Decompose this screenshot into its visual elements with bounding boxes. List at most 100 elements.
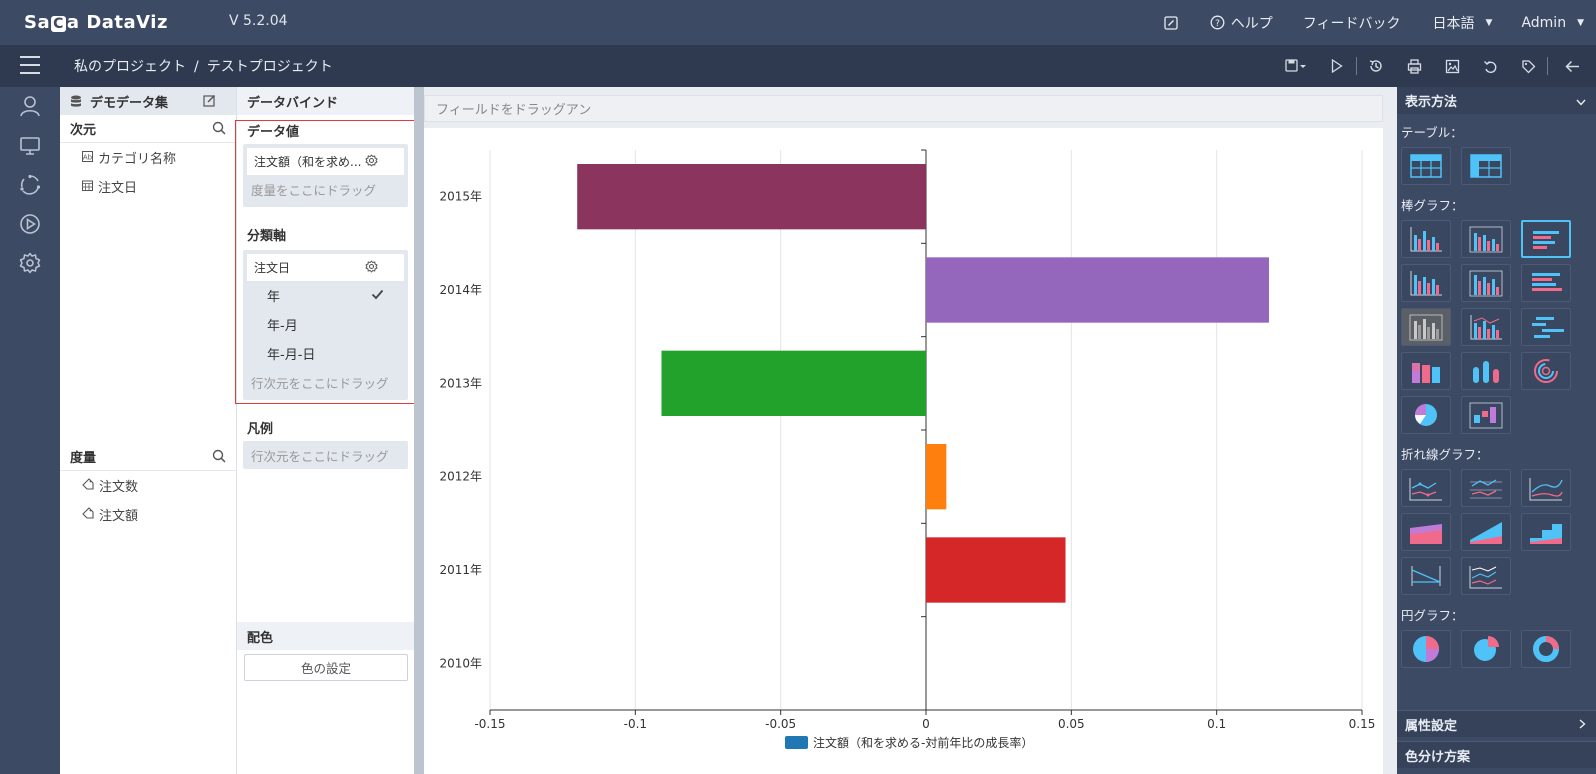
- refresh-cycle-icon[interactable]: [19, 174, 41, 196]
- user-icon[interactable]: [19, 95, 41, 117]
- image-icon[interactable]: [1433, 45, 1471, 87]
- horizontal-bar-chart-icon[interactable]: [1521, 220, 1571, 258]
- attributes-settings-header[interactable]: 属性設定: [1397, 710, 1596, 737]
- slope-chart-icon[interactable]: [1401, 557, 1451, 595]
- pie-chart-icon[interactable]: [1401, 630, 1451, 668]
- undo-icon[interactable]: [1471, 45, 1509, 87]
- exploded-pie-chart-icon[interactable]: [1461, 630, 1511, 668]
- color-section-label: 配色: [237, 622, 414, 650]
- category-label: 2013年: [439, 376, 482, 390]
- play-circle-icon[interactable]: [19, 213, 41, 235]
- smooth-line-chart-icon[interactable]: [1521, 469, 1571, 507]
- edit-square-icon[interactable]: [1164, 15, 1178, 30]
- gear-icon[interactable]: [365, 154, 378, 170]
- user-label: Admin: [1521, 14, 1567, 31]
- waterfall-chart-icon[interactable]: [1461, 396, 1511, 434]
- value-drop-zone[interactable]: 注文額（和を求め... 度量をここにドラッグ: [243, 144, 408, 207]
- dimension-field[interactable]: Ab カテゴリ名称: [60, 143, 236, 172]
- x-tick-label: -0.15: [474, 717, 505, 731]
- language-select[interactable]: 日本語 ▼: [1433, 13, 1493, 33]
- measure-field[interactable]: 注文額: [60, 500, 236, 529]
- cylinder-chart-icon[interactable]: [1461, 352, 1511, 390]
- measure-label: 注文数: [99, 480, 139, 495]
- framed-column-chart-icon[interactable]: [1461, 264, 1511, 302]
- feedback-link[interactable]: フィードバック: [1302, 15, 1401, 32]
- value-field-pill[interactable]: 注文額（和を求め...: [247, 148, 404, 175]
- category-label: 2012年: [439, 470, 482, 484]
- stacked-area-chart-icon[interactable]: [1461, 513, 1511, 551]
- x-tick-label: 0: [922, 717, 930, 731]
- search-icon[interactable]: [212, 121, 226, 139]
- breadcrumb-separator: /: [194, 59, 199, 75]
- save-icon[interactable]: [1274, 45, 1318, 87]
- legend-drop-zone[interactable]: 行次元をここにドラッグ: [243, 441, 408, 469]
- data-bind-title: データバインド: [237, 87, 414, 115]
- breadcrumb-current: テストプロジェクト: [206, 59, 333, 75]
- axis-option-year-month-day[interactable]: 年-月-日: [247, 339, 404, 368]
- axis-option-year[interactable]: 年: [247, 281, 404, 310]
- 3d-column-chart-icon[interactable]: [1401, 352, 1451, 390]
- multi-line-chart-icon[interactable]: [1461, 557, 1511, 595]
- dimension-header: 次元: [60, 115, 236, 143]
- dataset-panel: デモデータ集 次元 Ab カテゴリ名称 注文日 度量: [60, 87, 237, 774]
- stacked-bar-chart-icon[interactable]: [1521, 264, 1571, 302]
- legend-drop-hint: 行次元をここにドラッグ: [251, 448, 389, 464]
- polar-bar-chart-icon[interactable]: [1401, 396, 1451, 434]
- monochrome-column-chart-icon[interactable]: [1401, 308, 1451, 346]
- stacked-column-chart-icon[interactable]: [1401, 264, 1451, 302]
- language-label: 日本語: [1432, 15, 1475, 32]
- monitor-icon[interactable]: [19, 135, 41, 157]
- category-label: 2011年: [439, 563, 482, 577]
- value-section-label: データ値: [247, 125, 300, 140]
- grouped-column-chart-icon[interactable]: [1461, 220, 1511, 258]
- panel-splitter[interactable]: [414, 87, 424, 774]
- axis-field-pill[interactable]: 注文日: [247, 254, 404, 281]
- radial-bar-chart-icon[interactable]: [1521, 352, 1571, 390]
- pivot-table-icon[interactable]: [1461, 147, 1511, 185]
- gallery-group-line: 折れ線グラフ：: [1401, 447, 1489, 462]
- back-arrow-icon[interactable]: [1548, 45, 1596, 87]
- coloring-scheme-header[interactable]: 色分け方案: [1397, 741, 1596, 768]
- line-chart-icon[interactable]: [1401, 469, 1451, 507]
- text-field-icon: Ab: [82, 150, 93, 165]
- breadcrumb-root[interactable]: 私のプロジェクト: [74, 59, 186, 75]
- measure-field[interactable]: 注文数: [60, 471, 236, 500]
- gallery-header[interactable]: 表示方法: [1397, 87, 1596, 114]
- bar: [577, 164, 926, 230]
- measure-title: 度量: [70, 451, 97, 466]
- gear-icon[interactable]: [365, 260, 378, 276]
- dimension-field[interactable]: 注文日: [60, 172, 236, 201]
- play-icon[interactable]: [1318, 45, 1356, 87]
- axis-option-label: 年: [267, 290, 281, 305]
- toolbar-divider: [1547, 57, 1548, 75]
- column-chart-icon[interactable]: [1401, 220, 1451, 258]
- tag-icon[interactable]: [1509, 45, 1547, 87]
- settings-gear-icon[interactable]: [19, 252, 41, 274]
- user-menu[interactable]: Admin ▼: [1521, 15, 1584, 31]
- history-icon[interactable]: [1357, 45, 1395, 87]
- menu-icon[interactable]: [20, 56, 40, 74]
- database-icon: [71, 95, 81, 107]
- print-icon[interactable]: [1395, 45, 1433, 87]
- gantt-bar-chart-icon[interactable]: [1521, 308, 1571, 346]
- axis-drop-zone[interactable]: 注文日 年 年-月 年-月-日 行次元をここにドラッグ: [243, 250, 408, 400]
- area-chart-icon[interactable]: [1401, 513, 1451, 551]
- column-line-combo-icon[interactable]: [1461, 308, 1511, 346]
- bar: [926, 537, 1066, 603]
- step-area-chart-icon[interactable]: [1521, 513, 1571, 551]
- table-chart-icon[interactable]: [1401, 147, 1451, 185]
- help-link[interactable]: ? ヘルプ: [1210, 13, 1273, 33]
- category-label: 2015年: [439, 190, 482, 204]
- x-tick-label: 0.05: [1058, 717, 1085, 731]
- edit-icon[interactable]: [203, 94, 216, 111]
- grid-line-chart-icon[interactable]: [1461, 469, 1511, 507]
- legend-section-label: 凡例: [247, 422, 274, 437]
- donut-chart-icon[interactable]: [1521, 630, 1571, 668]
- color-settings-button[interactable]: 色の設定: [244, 654, 408, 681]
- field-drop-header[interactable]: フィールドをドラッグアン: [424, 95, 1383, 122]
- axis-option-year-month[interactable]: 年-月: [247, 310, 404, 339]
- search-icon[interactable]: [212, 449, 226, 467]
- gallery-group-pie: 円グラフ：: [1401, 608, 1464, 623]
- axis-option-label: 年-月-日: [267, 348, 316, 363]
